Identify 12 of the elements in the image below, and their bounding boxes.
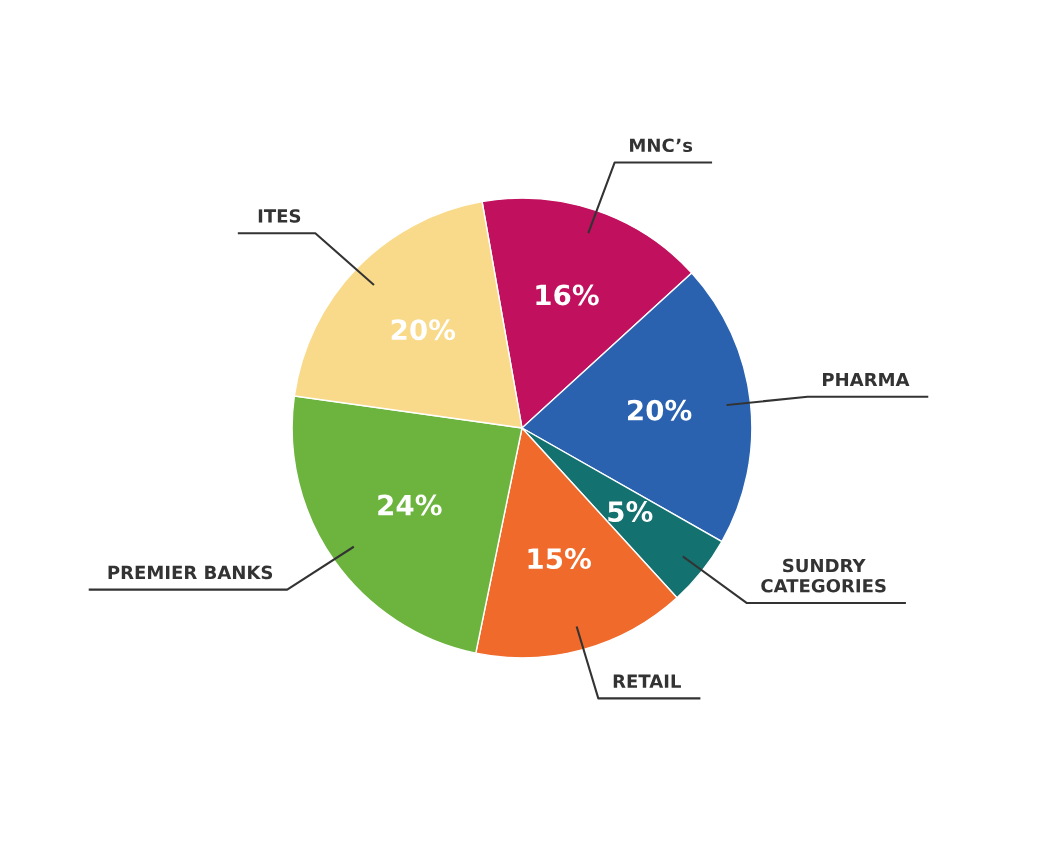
data-label: 20% bbox=[628, 399, 692, 421]
slice-label: RETAIL bbox=[613, 674, 681, 688]
data-label: 24% bbox=[378, 494, 442, 516]
data-label: 15% bbox=[528, 548, 591, 570]
slice-label: ITES bbox=[258, 209, 301, 223]
data-label: 20% bbox=[391, 319, 456, 341]
slice-label: PHARMA bbox=[823, 372, 910, 387]
slice-label: PREMIER BANKS bbox=[108, 565, 273, 580]
data-label: 16% bbox=[536, 284, 599, 306]
slice-label: MNC’s bbox=[630, 138, 693, 153]
slice-label: SUNDRY CATEGORIES bbox=[761, 558, 886, 593]
data-label: 5% bbox=[608, 501, 653, 523]
